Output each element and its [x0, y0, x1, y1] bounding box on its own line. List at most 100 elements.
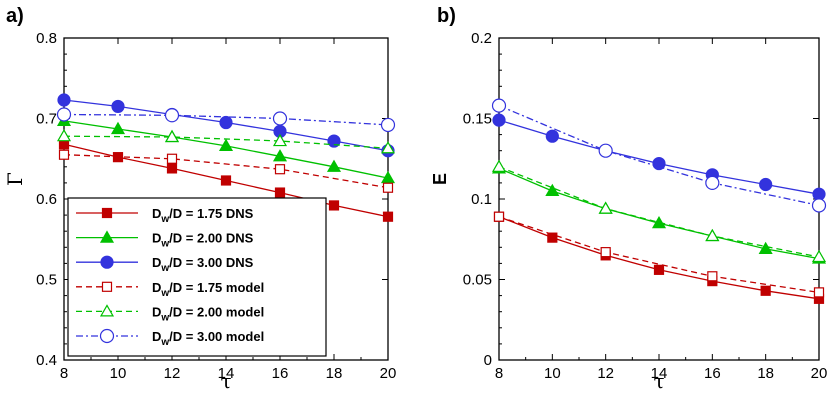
series-line: [498, 105, 820, 207]
data-point: [56, 107, 72, 122]
series-line: [498, 216, 820, 294]
data-point: [380, 117, 396, 133]
data-point: [382, 211, 394, 222]
series-dashed-triangle-4: [56, 129, 396, 154]
x-tick-label: 18: [757, 365, 774, 382]
data-point: [164, 129, 180, 143]
legend-entry: Dw/D = 1.75 model: [76, 280, 264, 299]
legend-box: [67, 197, 327, 357]
data-point: [492, 113, 506, 127]
data-point: [758, 241, 773, 255]
data-point: [111, 99, 125, 114]
x-tick-label: 12: [164, 365, 181, 382]
legend-swatch-marker: [99, 230, 115, 243]
legend-swatch-marker: [99, 304, 115, 317]
legend-label: Dw/D = 1.75 DNS: [152, 206, 254, 225]
data-point: [272, 133, 288, 147]
series-dashed-square-3: [493, 211, 825, 298]
data-point: [380, 141, 396, 154]
panel-a: a) 8 10 12 14 16 18 20 0.4 0.5 0.6 0.7 0.8 τ Γ: [3, 5, 396, 393]
data-point: [707, 271, 718, 282]
legend-label: Dw/D = 1.75 model: [152, 280, 264, 299]
data-point: [811, 198, 827, 213]
data-point: [705, 175, 720, 190]
data-point: [218, 138, 234, 151]
data-point: [328, 200, 340, 211]
data-point: [600, 247, 611, 258]
legend-entry: Dw/D = 1.75 DNS: [76, 206, 254, 225]
data-point: [491, 98, 507, 113]
x-tick-label: 16: [272, 365, 289, 382]
data-point: [545, 129, 559, 143]
panel-label: b): [437, 5, 456, 27]
data-point: [58, 149, 70, 160]
legend-swatch-marker: [100, 255, 114, 269]
data-point: [274, 187, 286, 198]
series-line: [63, 113, 389, 126]
series-solid-circle-2: [492, 113, 826, 201]
x-tick-label: 14: [218, 365, 235, 382]
data-point: [653, 264, 665, 275]
legend-entry: Dw/D = 2.00 DNS: [76, 230, 254, 250]
legend: Dw/D = 1.75 DNS Dw/D = 2.00 DNS Dw/D = 3.0…: [67, 197, 327, 357]
legend-label: Dw/D = 2.00 DNS: [152, 231, 254, 250]
data-point: [327, 134, 341, 148]
data-point: [382, 182, 394, 193]
y-tick-label: 0.6: [36, 191, 57, 208]
plot-frame: [498, 37, 820, 361]
x-tick-label: 8: [60, 365, 68, 382]
data-point: [56, 129, 72, 142]
legend-entry: Dw/D = 3.00 model: [76, 328, 264, 348]
data-point: [651, 215, 667, 229]
data-point: [705, 228, 720, 242]
series-line: [498, 216, 820, 300]
x-tick-label: 16: [704, 365, 721, 382]
panel-b: b) 8 10 12 14 16 18 20 0 0.05 0.1 0.15 0.2 τ E: [430, 5, 827, 393]
y-tick-label: 0.5: [36, 272, 57, 289]
y-tick-label: 0.05: [463, 272, 492, 289]
data-point: [57, 93, 71, 107]
panel-label: a): [6, 5, 24, 27]
data-point: [220, 175, 232, 186]
series-line: [63, 135, 389, 149]
y-axis-title: E: [430, 173, 450, 185]
series-line: [498, 166, 820, 258]
x-tick-label: 10: [544, 365, 561, 382]
legend-label: Dw/D = 2.00 model: [152, 304, 264, 323]
y-tick-label: 0: [484, 352, 492, 369]
y-axis-title: Γ: [3, 172, 27, 186]
series-dashdot-circle-5: [56, 107, 396, 133]
data-point: [493, 211, 505, 222]
series-dashed-square-3: [58, 149, 394, 193]
data-point: [166, 153, 178, 164]
legend-swatch-marker: [101, 281, 113, 292]
series-dashdot-circle-5: [491, 98, 827, 213]
x-tick-label: 8: [495, 365, 503, 382]
data-point: [219, 115, 233, 130]
data-point: [598, 201, 613, 214]
legend-label: Dw/D = 3.00 DNS: [152, 255, 254, 274]
data-point: [274, 164, 286, 175]
data-point: [547, 232, 558, 243]
y-tick-label: 0.15: [463, 111, 492, 128]
data-point: [272, 111, 288, 126]
data-point: [272, 149, 288, 162]
legend-swatch-marker: [101, 207, 113, 219]
series-dashed-triangle-4: [491, 159, 827, 263]
data-point: [164, 108, 180, 123]
x-tick-label: 18: [326, 365, 343, 382]
legend-label: Dw/D = 3.00 model: [152, 329, 264, 348]
y-tick-label: 0.8: [36, 30, 57, 47]
data-point: [598, 143, 613, 158]
data-point: [491, 159, 507, 172]
x-tick-label: 20: [811, 365, 828, 382]
y-tick-label: 0.4: [36, 352, 57, 369]
y-tick-label: 0.7: [36, 111, 57, 128]
data-point: [326, 159, 342, 172]
x-tick-label: 20: [380, 365, 397, 382]
data-point: [813, 287, 825, 298]
legend-swatch-marker: [99, 328, 115, 344]
x-tick-label: 12: [597, 365, 614, 382]
data-point: [759, 177, 773, 192]
data-point: [545, 183, 560, 197]
